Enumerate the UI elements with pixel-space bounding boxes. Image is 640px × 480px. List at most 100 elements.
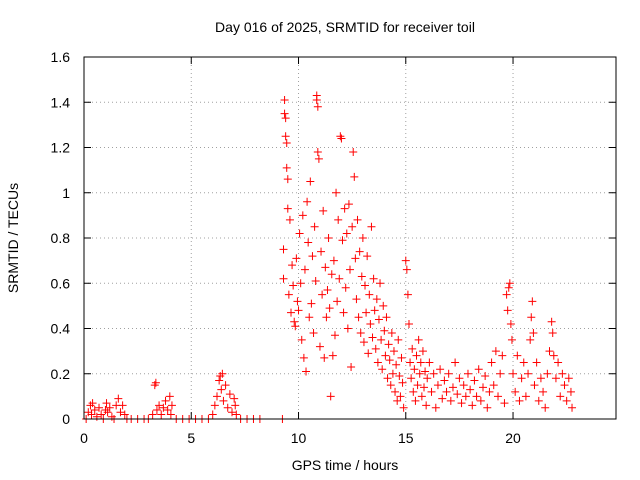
- data-point: [340, 204, 349, 213]
- data-point: [116, 408, 125, 417]
- data-point: [472, 392, 481, 401]
- data-point: [548, 329, 557, 338]
- data-point: [371, 344, 380, 353]
- data-point: [339, 308, 348, 317]
- data-point: [406, 358, 415, 367]
- data-point: [545, 347, 554, 356]
- data-point: [369, 274, 378, 283]
- data-point: [363, 252, 372, 261]
- data-point: [481, 372, 490, 381]
- data-point: [366, 319, 375, 328]
- data-point: [391, 387, 400, 396]
- data-point: [431, 403, 440, 412]
- data-point: [348, 222, 357, 231]
- data-point: [539, 387, 548, 396]
- data-point: [541, 403, 550, 412]
- data-point: [291, 322, 300, 331]
- data-point: [461, 392, 470, 401]
- data-point: [297, 335, 306, 344]
- data-point: [353, 215, 362, 224]
- data-point: [425, 358, 434, 367]
- data-point: [393, 396, 402, 405]
- data-point: [448, 383, 457, 392]
- data-point: [150, 381, 159, 390]
- data-point: [359, 338, 368, 347]
- data-point: [90, 405, 99, 414]
- data-point: [228, 408, 237, 417]
- data-point: [288, 261, 297, 270]
- data-point: [221, 381, 230, 390]
- data-point: [476, 396, 485, 405]
- data-point: [415, 369, 424, 378]
- data-point: [527, 313, 536, 322]
- data-point: [489, 381, 498, 390]
- data-point: [313, 148, 322, 157]
- data-point: [494, 392, 503, 401]
- data-point: [356, 329, 365, 338]
- data-point: [307, 299, 316, 308]
- data-point: [152, 405, 161, 414]
- data-point: [403, 290, 412, 299]
- data-point: [515, 396, 524, 405]
- data-point: [376, 279, 385, 288]
- data-point: [280, 95, 289, 104]
- data-point: [374, 315, 383, 324]
- data-point: [530, 381, 539, 390]
- data-point: [344, 200, 353, 209]
- data-point: [308, 252, 317, 261]
- data-point: [407, 374, 416, 383]
- data-point: [305, 313, 314, 322]
- data-point: [285, 215, 294, 224]
- data-point: [120, 410, 129, 419]
- data-point: [402, 265, 411, 274]
- data-point: [216, 372, 225, 381]
- data-point: [373, 358, 382, 367]
- data-point: [491, 347, 500, 356]
- data-point: [362, 308, 371, 317]
- data-point: [474, 365, 483, 374]
- data-point: [357, 272, 366, 281]
- data-point: [399, 403, 408, 412]
- data-point: [86, 401, 95, 410]
- data-point: [364, 349, 373, 358]
- data-point: [165, 392, 174, 401]
- data-point: [566, 387, 575, 396]
- data-point: [470, 376, 479, 385]
- data-point: [315, 342, 324, 351]
- data-point: [101, 405, 110, 414]
- data-point: [379, 301, 388, 310]
- y-tick-label: 0.6: [51, 275, 71, 291]
- data-point: [421, 367, 430, 376]
- data-point: [322, 313, 331, 322]
- data-point: [351, 254, 360, 263]
- data-point: [223, 403, 232, 412]
- data-point: [446, 396, 455, 405]
- data-point: [367, 222, 376, 231]
- data-point: [338, 236, 347, 245]
- data-point: [295, 229, 304, 238]
- data-point: [455, 374, 464, 383]
- data-point: [568, 403, 577, 412]
- data-point: [330, 331, 339, 340]
- data-point: [163, 405, 172, 414]
- data-point: [341, 283, 350, 292]
- y-tick-label: 0.2: [51, 366, 71, 382]
- data-point: [335, 274, 344, 283]
- data-point: [388, 369, 397, 378]
- data-point: [444, 369, 453, 378]
- y-tick-label: 1: [62, 185, 70, 201]
- x-tick-label: 20: [505, 430, 521, 446]
- data-point: [556, 392, 565, 401]
- data-point: [429, 369, 438, 378]
- data-point: [289, 281, 298, 290]
- y-tick-label: 1.6: [51, 49, 71, 65]
- data-point: [543, 369, 552, 378]
- data-point: [304, 238, 313, 247]
- data-point: [218, 369, 227, 378]
- data-point: [213, 392, 221, 401]
- data-point: [107, 412, 116, 421]
- data-point: [325, 304, 334, 313]
- data-point: [409, 387, 418, 396]
- data-point: [95, 403, 104, 412]
- y-tick-label: 1.4: [51, 94, 71, 110]
